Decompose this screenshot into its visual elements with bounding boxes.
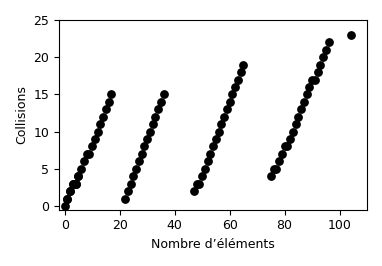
Y-axis label: Collisions: Collisions xyxy=(15,85,28,144)
Point xyxy=(270,167,277,171)
Point xyxy=(348,33,354,37)
Point xyxy=(149,122,155,126)
Point xyxy=(133,167,139,171)
Point xyxy=(92,137,98,141)
Point xyxy=(155,107,161,111)
Point xyxy=(213,137,219,141)
Point xyxy=(268,174,274,178)
Point xyxy=(227,100,233,104)
Point xyxy=(130,174,136,178)
Point xyxy=(103,107,109,111)
Point xyxy=(215,130,222,134)
Point xyxy=(139,152,145,156)
Point xyxy=(314,70,320,74)
Point xyxy=(279,152,285,156)
Point xyxy=(78,167,84,171)
Point xyxy=(293,122,299,126)
Point xyxy=(73,182,79,186)
Point xyxy=(303,92,309,97)
Point xyxy=(160,92,167,97)
Point xyxy=(202,167,208,171)
Point xyxy=(62,204,68,208)
Point xyxy=(100,115,106,119)
Point xyxy=(282,144,288,149)
Point xyxy=(238,70,244,74)
Point xyxy=(136,159,142,164)
Point xyxy=(75,174,81,178)
Point xyxy=(64,196,70,201)
Point xyxy=(284,144,290,149)
Point xyxy=(323,48,329,52)
Point xyxy=(86,152,92,156)
Point xyxy=(84,152,90,156)
Point xyxy=(144,137,150,141)
Point xyxy=(229,92,235,97)
Point xyxy=(128,182,134,186)
Point xyxy=(191,189,197,193)
Point xyxy=(204,159,210,164)
Point xyxy=(73,182,79,186)
Point xyxy=(97,122,104,126)
Point xyxy=(309,77,315,82)
Point xyxy=(125,189,131,193)
Point xyxy=(295,115,301,119)
Point xyxy=(320,55,326,59)
Point xyxy=(317,63,323,67)
Point xyxy=(325,40,332,44)
Point xyxy=(290,130,296,134)
Point xyxy=(67,189,73,193)
Point xyxy=(207,152,214,156)
Point xyxy=(194,182,200,186)
Point xyxy=(199,174,205,178)
Point xyxy=(235,77,241,82)
Point xyxy=(89,144,95,149)
Point xyxy=(218,122,224,126)
Point xyxy=(287,137,293,141)
Point xyxy=(105,100,112,104)
Point xyxy=(141,144,147,149)
Point xyxy=(196,182,202,186)
Point xyxy=(298,107,304,111)
Point xyxy=(158,100,164,104)
Point xyxy=(108,92,115,97)
Point xyxy=(70,182,76,186)
Point xyxy=(75,174,81,178)
Point xyxy=(64,196,70,201)
Point xyxy=(152,115,159,119)
Point xyxy=(67,189,73,193)
Point xyxy=(301,100,307,104)
Point xyxy=(122,196,128,201)
Point xyxy=(240,63,246,67)
Point xyxy=(210,144,216,149)
Point xyxy=(224,107,230,111)
Point xyxy=(81,159,87,164)
Point xyxy=(273,167,279,171)
Point xyxy=(221,115,227,119)
Point xyxy=(147,130,153,134)
Point xyxy=(312,77,318,82)
Point xyxy=(70,182,76,186)
Point xyxy=(276,159,282,164)
Point xyxy=(306,85,312,89)
Point xyxy=(232,85,238,89)
Point xyxy=(95,130,101,134)
X-axis label: Nombre d’éléments: Nombre d’éléments xyxy=(151,238,275,251)
